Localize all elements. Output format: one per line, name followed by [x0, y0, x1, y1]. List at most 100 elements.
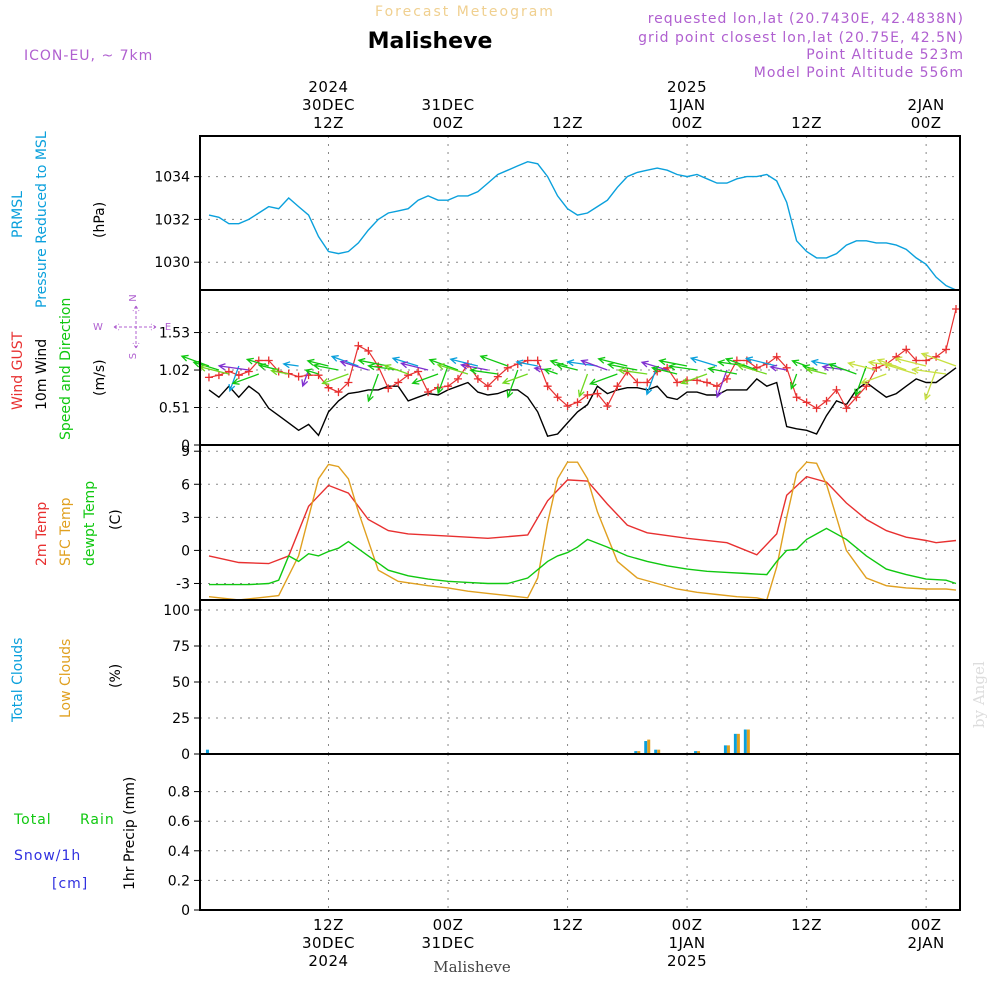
- gust-marker: [523, 356, 532, 365]
- prmsl-label: PRMSL: [10, 191, 26, 238]
- wind-dir-arrow: [192, 360, 220, 371]
- panel-frame-0: [199, 135, 961, 291]
- bottom-time-label: 00Z: [911, 916, 942, 934]
- gust-marker: [224, 367, 233, 376]
- gust-marker: [344, 378, 353, 387]
- gust-marker: [782, 363, 791, 372]
- wind-unit: (m/s): [92, 359, 108, 396]
- gust-marker: [404, 371, 413, 380]
- wind-dir-arrow: [506, 369, 519, 399]
- gust-marker: [324, 383, 333, 392]
- wind-dir-arrow: [428, 358, 459, 371]
- gust-marker: [712, 382, 721, 391]
- wind-dir-arrow: [606, 361, 638, 371]
- y-tick-label: 50: [172, 675, 190, 691]
- y-tick-label: 0.51: [159, 401, 190, 417]
- gust-marker: [553, 393, 562, 402]
- y-tick-label: 75: [172, 639, 190, 655]
- gust-marker: [872, 363, 881, 372]
- bottom-time-label: 2JAN: [908, 934, 945, 952]
- gust-marker: [364, 346, 373, 355]
- wind-dir-arrow: [744, 356, 777, 367]
- wind-dir-arrow: [736, 363, 767, 375]
- total-cloud-bar: [634, 751, 638, 754]
- wind-dir-arrow: [876, 358, 907, 371]
- top-time-label: 00Z: [433, 114, 464, 132]
- snow-unit-label: [cm]: [52, 876, 88, 892]
- wind-label: 10m Wind: [34, 339, 50, 410]
- gust-marker: [563, 402, 572, 411]
- y-tick-label: -3: [176, 576, 190, 592]
- y-tick-label: 0.8: [168, 785, 190, 801]
- gridpoint-coords: grid point closest lon,lat (20.75E, 42.5…: [638, 30, 964, 46]
- gust-line: [208, 308, 957, 410]
- gust-marker: [264, 356, 273, 365]
- low-cloud-bar: [657, 749, 661, 754]
- wind-dir-arrow: [411, 373, 439, 385]
- wind-dir-arrow: [217, 363, 249, 371]
- low-cloud-bar: [647, 739, 651, 754]
- wind-dir-arrow: [920, 352, 957, 367]
- panel-frame-4: [199, 753, 961, 911]
- y-tick-label: 100: [163, 603, 190, 619]
- wind-dir-arrow: [577, 373, 589, 398]
- bottom-time-label: 00Z: [433, 916, 464, 934]
- wind-dir-arrow: [707, 366, 738, 375]
- y-tick-label: 0.2: [168, 873, 190, 889]
- wind-dir-arrow: [501, 373, 528, 385]
- gust-marker: [573, 398, 582, 407]
- total-cloud-bar: [723, 745, 727, 754]
- precip-labels: Total Rain Snow/1h [cm] 1hr Precip (mm): [13, 777, 138, 892]
- total-cloud-bar: [694, 751, 698, 754]
- precip-unit: 1hr Precip (mm): [122, 777, 138, 890]
- wind-dir-arrow: [791, 359, 807, 367]
- wind-dir-arrow: [580, 359, 608, 371]
- gust-marker: [613, 382, 622, 391]
- total-cloud-bar: [644, 741, 648, 754]
- gust-label: Wind GUST: [10, 331, 26, 410]
- dewpoint-line: [209, 527, 957, 586]
- gust-marker: [822, 396, 831, 405]
- wind-dir-arrow: [789, 373, 798, 390]
- bottom-time-label: 12Z: [552, 916, 583, 934]
- top-time-label: 31DEC: [421, 96, 474, 114]
- y-tick-label: 1.02: [159, 363, 190, 379]
- gust-marker: [832, 385, 841, 394]
- model-label: ICON-EU, ~ 7km: [24, 48, 153, 64]
- gust-marker: [444, 382, 453, 391]
- wind-dir-arrow: [228, 365, 240, 393]
- compass-e: E: [165, 322, 171, 333]
- y-tick-label: 6: [181, 477, 190, 493]
- compass-lines: [113, 305, 157, 349]
- y-tick-label: 0.4: [168, 844, 190, 860]
- top-time-label: 12Z: [313, 114, 344, 132]
- dir-label: Speed and Direction: [58, 298, 74, 440]
- gust-marker: [583, 391, 592, 400]
- y-tick-label: 0: [181, 747, 190, 763]
- y-tick-label: 0.6: [168, 814, 190, 830]
- wind-dir-arrow: [640, 360, 668, 371]
- top-time-label: 12Z: [791, 114, 822, 132]
- bottom-time-label: 31DEC: [421, 934, 474, 952]
- cloud-unit: (%): [108, 664, 124, 688]
- temp-unit: (C): [108, 509, 124, 530]
- low-cloud-bar: [736, 733, 740, 754]
- pressure-line: [208, 160, 957, 291]
- cloud-low-label: Low Clouds: [58, 639, 74, 718]
- wind-dir-arrow: [667, 363, 698, 371]
- wind-dir-arrow: [588, 373, 618, 386]
- snow-label: Snow/1h: [14, 848, 81, 864]
- prmsl-desc-label: Pressure Reduced to MSL: [34, 131, 50, 308]
- top-time-label: 30DEC: [302, 96, 355, 114]
- gust-marker: [394, 378, 403, 387]
- top-time-label: 00Z: [911, 114, 942, 132]
- wind-dir-arrow: [658, 358, 688, 367]
- wind-dir-arrow: [555, 362, 578, 371]
- gust-marker: [294, 372, 303, 381]
- gust-marker: [543, 382, 552, 391]
- gust-marker: [244, 367, 253, 376]
- gust-marker: [204, 373, 213, 382]
- wind-dir-arrow: [566, 359, 598, 367]
- top-time-label: 12Z: [552, 114, 583, 132]
- panel-frame-3: [199, 599, 961, 755]
